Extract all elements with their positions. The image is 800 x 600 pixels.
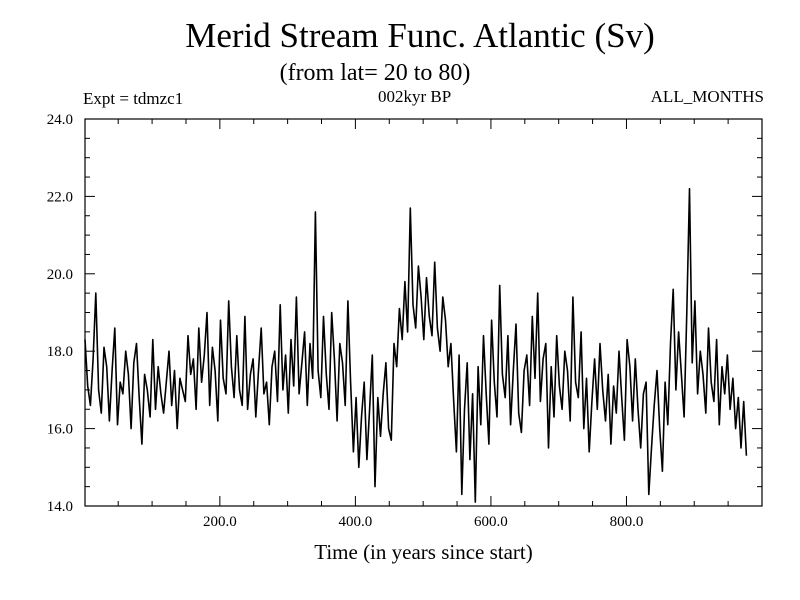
experiment-label: Expt = tdmzc1 <box>83 89 184 108</box>
chart-subtitle: (from lat= 20 to 80) <box>279 60 471 86</box>
y-tick-label: 16.0 <box>47 422 73 438</box>
chart-title: Merid Stream Func. Atlantic (Sv) <box>185 16 655 55</box>
y-tick-label: 14.0 <box>47 499 73 515</box>
series-line <box>84 187 748 503</box>
plot-frame <box>84 118 763 507</box>
y-tick-label: 18.0 <box>47 344 73 360</box>
x-tick-label: 200.0 <box>203 514 237 530</box>
period-label: 002kyr BP <box>378 87 452 106</box>
x-axis-label: Time (in years since start) <box>314 540 533 564</box>
y-tick-label: 22.0 <box>47 189 73 205</box>
y-tick-label: 20.0 <box>47 267 73 283</box>
x-tick-label: 400.0 <box>339 514 373 530</box>
x-tick-label: 600.0 <box>474 514 508 530</box>
axis-ticks <box>85 118 762 507</box>
months-label: ALL_MONTHS <box>650 87 764 106</box>
tick-labels: 200.0 400.0 600.0 800.0 14.0 16.0 18.0 20.0 22.0… <box>47 112 644 530</box>
y-tick-label: 24.0 <box>47 112 73 128</box>
x-tick-label: 800.0 <box>610 514 644 530</box>
